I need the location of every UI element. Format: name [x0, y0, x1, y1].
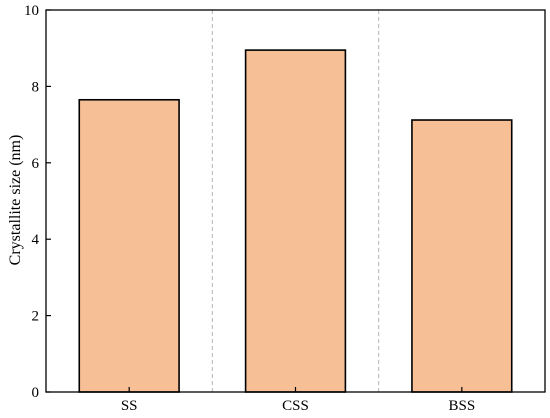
bar-ss [78, 98, 180, 393]
bar-bss [411, 119, 513, 393]
bar-css [244, 49, 347, 393]
x-tick-label-css: CSS [282, 398, 309, 414]
bars-group [78, 49, 513, 393]
category-dividers [211, 10, 380, 392]
y-tick-label-0: 0 [32, 385, 40, 401]
y-tick-label-8: 8 [32, 79, 40, 95]
y-tick-label-4: 4 [32, 232, 40, 248]
x-ticks-group: SS CSS BSS [121, 387, 475, 414]
y-tick-label-2: 2 [32, 309, 40, 325]
y-ticks-group: 0 2 4 6 8 10 [24, 3, 51, 401]
y-axis-title: Crystallite size (nm) [7, 135, 24, 266]
y-tick-label-6: 6 [32, 156, 40, 172]
x-tick-label-bss: BSS [448, 398, 475, 414]
x-tick-label-ss: SS [121, 398, 138, 414]
y-tick-label-10: 10 [24, 3, 39, 19]
